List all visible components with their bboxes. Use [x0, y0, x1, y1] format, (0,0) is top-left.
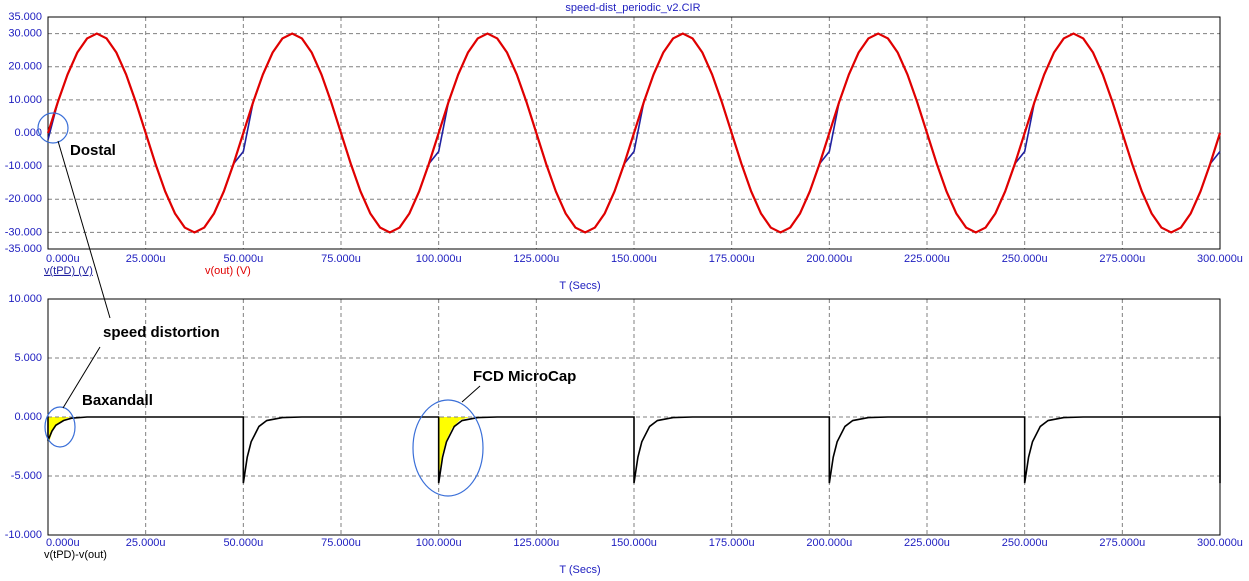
y-tick-label: -5.000: [11, 470, 42, 482]
x-tick-label: 0.000u: [46, 537, 80, 549]
series-line: [47, 32, 1221, 234]
x-tick-label: 275.000u: [1099, 253, 1145, 265]
callout-circle: [412, 399, 484, 497]
y-tick-label: 0.000: [14, 127, 42, 139]
y-tick-label: -35.000: [5, 243, 42, 255]
x-tick-label: 25.000u: [126, 537, 166, 549]
annotation: FCD MicroCap: [473, 368, 576, 385]
annotation: Baxandall: [82, 392, 153, 409]
y-tick-label: -10.000: [5, 160, 42, 172]
series-line: [46, 32, 1222, 234]
x-tick-label: 275.000u: [1099, 537, 1145, 549]
y-tick-label: 0.000: [14, 411, 42, 423]
callout-circle: [37, 112, 69, 144]
leader-line: [57, 140, 111, 319]
x-tick-label: 250.000u: [1002, 537, 1048, 549]
x-tick-label: 125.000u: [513, 253, 559, 265]
x-axis-label: T (Secs): [559, 564, 600, 576]
x-tick-label: 250.000u: [1002, 253, 1048, 265]
x-tick-label: 150.000u: [611, 537, 657, 549]
x-tick-label: 100.000u: [416, 253, 462, 265]
series-line: [47, 416, 1221, 484]
y-tick-label: -10.000: [5, 529, 42, 541]
x-tick-label: 100.000u: [416, 537, 462, 549]
x-tick-label: 200.000u: [806, 537, 852, 549]
callout-circle: [44, 406, 76, 448]
x-tick-label: 225.000u: [904, 537, 950, 549]
y-tick-label: -20.000: [5, 193, 42, 205]
y-tick-label: 35.000: [8, 11, 42, 23]
legend-entry: v(out) (V): [205, 265, 251, 277]
legend-entry: v(tPD) (V): [44, 265, 93, 277]
x-tick-label: 50.000u: [223, 537, 263, 549]
annotation: speed distortion: [103, 324, 220, 341]
highlight: [438, 417, 470, 483]
legend-entry: v(tPD)-v(out): [44, 549, 107, 561]
x-tick-label: 50.000u: [223, 253, 263, 265]
x-tick-label: 300.000u: [1197, 253, 1243, 265]
x-tick-label: 175.000u: [709, 537, 755, 549]
y-tick-label: 20.000: [8, 61, 42, 73]
x-tick-label: 150.000u: [611, 253, 657, 265]
y-tick-label: 10.000: [8, 94, 42, 106]
x-tick-label: 200.000u: [806, 253, 852, 265]
leader-line: [461, 385, 481, 403]
x-tick-label: 225.000u: [904, 253, 950, 265]
annotation: Dostal: [70, 142, 116, 159]
leader-line: [62, 346, 101, 409]
x-tick-label: 175.000u: [709, 253, 755, 265]
x-tick-label: 300.000u: [1197, 537, 1243, 549]
x-tick-label: 0.000u: [46, 253, 80, 265]
x-tick-label: 75.000u: [321, 537, 361, 549]
chart-title: speed-dist_periodic_v2.CIR: [565, 2, 700, 14]
x-tick-label: 75.000u: [321, 253, 361, 265]
x-tick-label: 25.000u: [126, 253, 166, 265]
y-tick-label: -30.000: [5, 226, 42, 238]
highlight: [48, 417, 70, 441]
y-tick-label: 5.000: [14, 352, 42, 364]
y-tick-label: 10.000: [8, 293, 42, 305]
x-axis-label: T (Secs): [559, 280, 600, 292]
plots: 35.000 30.000 20.000 10.000 0.000 -10.000 -20.…: [5, 2, 1243, 576]
x-tick-label: 125.000u: [513, 537, 559, 549]
y-tick-label: 30.000: [8, 27, 42, 39]
